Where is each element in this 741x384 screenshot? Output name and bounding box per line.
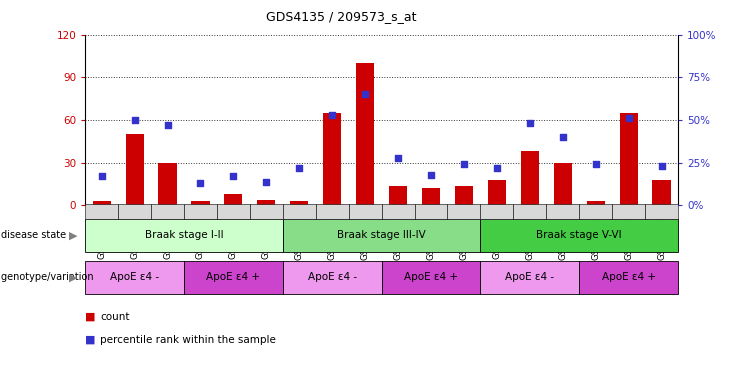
Point xyxy=(425,172,437,178)
Text: ApoE ε4 -: ApoE ε4 - xyxy=(308,272,356,283)
Point xyxy=(458,161,470,167)
Bar xyxy=(257,200,276,205)
Point xyxy=(227,173,239,179)
Bar xyxy=(579,261,678,294)
Text: ApoE ε4 -: ApoE ε4 - xyxy=(505,272,554,283)
Bar xyxy=(159,163,176,205)
Bar xyxy=(283,219,480,252)
Text: Braak stage III-IV: Braak stage III-IV xyxy=(337,230,426,240)
Bar xyxy=(316,204,349,219)
Point xyxy=(326,112,338,118)
Point xyxy=(195,180,207,186)
Bar xyxy=(85,219,283,252)
Bar xyxy=(349,204,382,219)
Bar xyxy=(488,180,506,205)
Bar xyxy=(480,261,579,294)
Text: ApoE ε4 +: ApoE ε4 + xyxy=(602,272,656,283)
Bar xyxy=(587,201,605,205)
Point xyxy=(129,117,141,123)
Bar xyxy=(546,204,579,219)
Bar xyxy=(414,204,448,219)
Point xyxy=(556,134,568,140)
Text: ▶: ▶ xyxy=(70,272,78,283)
Bar xyxy=(85,204,118,219)
Bar xyxy=(480,204,514,219)
Bar xyxy=(151,204,184,219)
Text: ■: ■ xyxy=(85,335,99,345)
Bar xyxy=(521,151,539,205)
Bar xyxy=(323,113,342,205)
Bar xyxy=(382,204,414,219)
Bar xyxy=(85,261,184,294)
Bar xyxy=(448,204,480,219)
Text: ApoE ε4 +: ApoE ε4 + xyxy=(404,272,458,283)
Text: percentile rank within the sample: percentile rank within the sample xyxy=(100,335,276,345)
Bar xyxy=(619,113,638,205)
Text: Braak stage I-II: Braak stage I-II xyxy=(144,230,223,240)
Bar xyxy=(93,201,110,205)
Bar xyxy=(356,63,374,205)
Bar xyxy=(283,261,382,294)
Point xyxy=(162,122,173,128)
Bar xyxy=(184,261,283,294)
Bar xyxy=(250,204,283,219)
Point xyxy=(524,120,536,126)
Bar xyxy=(184,204,217,219)
Point xyxy=(491,165,503,171)
Bar xyxy=(653,180,671,205)
Bar xyxy=(191,201,210,205)
Point xyxy=(622,115,634,121)
Point xyxy=(293,165,305,171)
Text: ApoE ε4 +: ApoE ε4 + xyxy=(207,272,260,283)
Bar xyxy=(217,204,250,219)
Bar xyxy=(514,204,546,219)
Text: ApoE ε4 -: ApoE ε4 - xyxy=(110,272,159,283)
Bar xyxy=(612,204,645,219)
Bar xyxy=(455,185,473,205)
Bar xyxy=(480,219,678,252)
Text: GDS4135 / 209573_s_at: GDS4135 / 209573_s_at xyxy=(265,10,416,23)
Text: Braak stage V-VI: Braak stage V-VI xyxy=(536,230,622,240)
Bar xyxy=(225,194,242,205)
Text: disease state: disease state xyxy=(1,230,70,240)
Point xyxy=(359,91,371,98)
Bar xyxy=(554,163,572,205)
Bar xyxy=(645,204,678,219)
Bar xyxy=(290,201,308,205)
Bar xyxy=(389,185,407,205)
Point xyxy=(96,173,107,179)
Text: count: count xyxy=(100,312,130,322)
Point xyxy=(590,161,602,167)
Text: ▶: ▶ xyxy=(70,230,78,240)
Bar xyxy=(283,204,316,219)
Point xyxy=(260,179,272,185)
Bar xyxy=(422,189,440,205)
Point xyxy=(392,154,404,161)
Bar xyxy=(125,134,144,205)
Text: genotype/variation: genotype/variation xyxy=(1,272,97,283)
Text: ■: ■ xyxy=(85,312,99,322)
Point xyxy=(656,163,668,169)
Bar xyxy=(118,204,151,219)
Bar xyxy=(579,204,612,219)
Bar xyxy=(382,261,480,294)
